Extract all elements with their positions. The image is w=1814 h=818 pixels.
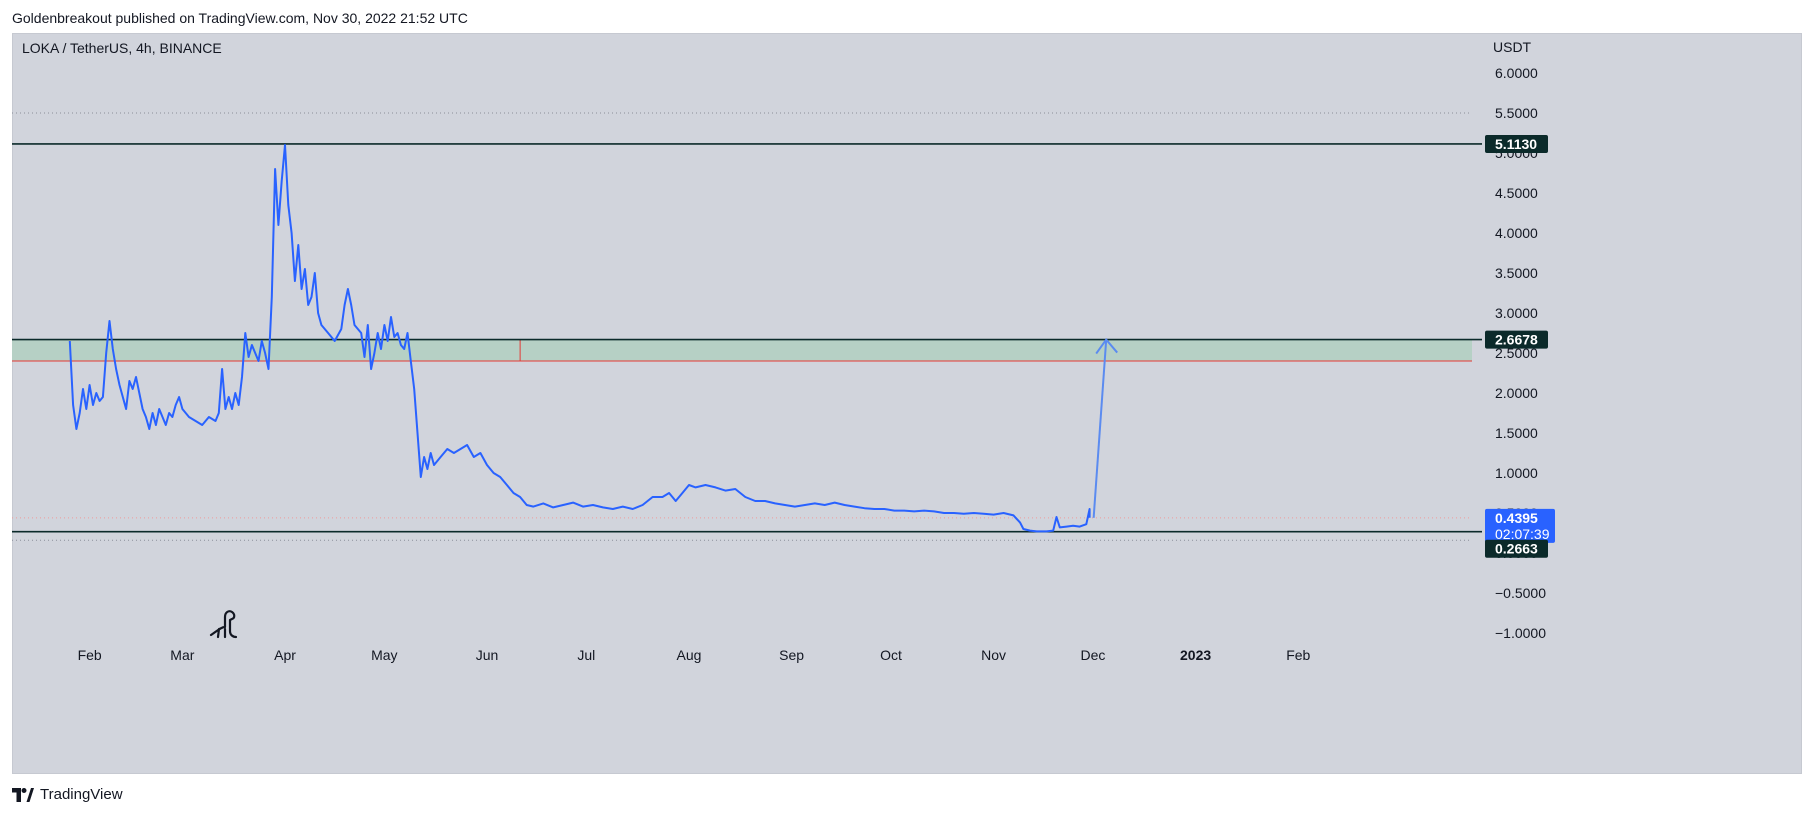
x-tick-label: 2023 — [1180, 647, 1211, 663]
x-tick-label: Jun — [476, 647, 499, 663]
price-series-line-0 — [68, 144, 1091, 533]
y-tick-label: 5.5000 — [1495, 105, 1538, 121]
x-tick-label: Oct — [880, 647, 902, 663]
tradingview-logo-icon — [12, 787, 34, 802]
x-tick-label: Mar — [170, 647, 194, 663]
currency-label: USDT — [1493, 39, 1532, 55]
x-tick-label: Feb — [78, 647, 102, 663]
x-tick-label: Sep — [779, 647, 804, 663]
y-tick-label: 1.0000 — [1495, 465, 1538, 481]
current-price-label: 0.4395 — [1495, 510, 1538, 526]
x-tick-label: Nov — [981, 647, 1006, 663]
level-tag-zone-text: 2.6678 — [1495, 332, 1538, 348]
level-tag-top-bg — [1485, 134, 1548, 153]
y-tick-label: 1.5000 — [1495, 425, 1538, 441]
x-tick-label: May — [371, 647, 397, 663]
projection-arrow-line — [1092, 339, 1108, 518]
publisher-header: Goldenbreakout published on TradingView.… — [12, 10, 468, 26]
current-price-countdown: 02:07:39 — [1495, 526, 1550, 542]
y-tick-label: 2.5000 — [1495, 345, 1538, 361]
price-chart[interactable]: 6.00005.50005.00004.50004.00003.50003.00… — [12, 33, 1802, 774]
level-tag-zone-bg — [1485, 330, 1548, 349]
x-tick-label: Apr — [274, 647, 296, 663]
y-tick-label: −0.5000 — [1495, 585, 1546, 601]
x-tick-label: Jul — [577, 647, 595, 663]
level-tag-top-text: 5.1130 — [1495, 136, 1537, 152]
y-tick-label: −1.0000 — [1495, 625, 1546, 641]
y-tick-label: 4.5000 — [1495, 185, 1538, 201]
y-tick-label: 3.5000 — [1495, 265, 1538, 281]
projection-arrow-head — [1095, 337, 1118, 355]
symbol-label: LOKA / TetherUS, 4h, BINANCE — [22, 40, 222, 56]
footer-brand: TradingView — [40, 786, 123, 803]
x-tick-label: Feb — [1286, 647, 1310, 663]
level-tag-bottom-text: 0.2663 — [1495, 541, 1538, 557]
x-tick-label: Dec — [1081, 647, 1106, 663]
current-price-tag-bg — [1485, 508, 1555, 543]
y-tick-label: 3.0000 — [1495, 305, 1538, 321]
footer[interactable]: TradingView — [12, 786, 123, 803]
level-tag-bottom-bg — [1485, 539, 1548, 558]
y-tick-label: 6.0000 — [1495, 65, 1538, 81]
support-zone — [12, 339, 1472, 361]
dinosaur-icon — [209, 610, 238, 639]
chart-frame[interactable] — [12, 33, 1802, 774]
x-tick-label: Aug — [677, 647, 702, 663]
y-tick-label: 2.0000 — [1495, 385, 1538, 401]
y-tick-label: 4.0000 — [1495, 225, 1538, 241]
